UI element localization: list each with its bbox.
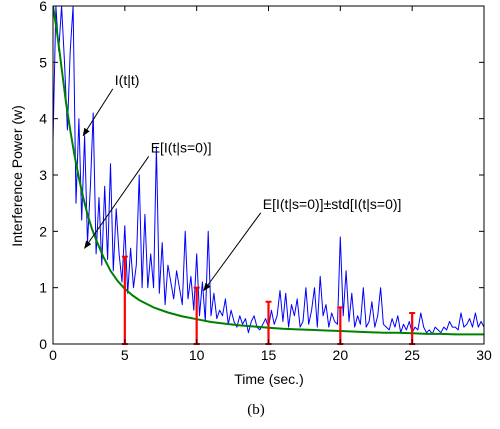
x-tick-label: 25 [404,347,420,363]
x-tick-label: 15 [261,347,277,363]
y-tick-label: 5 [39,54,47,70]
series-layer [53,6,484,336]
annotation-layer: I(t|t) E[I(t|s=0)] E[I(t|s=0)]±std[I(t|s=0… [82,72,402,292]
figure-caption: (b) [247,402,265,418]
annotation-label: I(t|t) [115,72,140,88]
annotation: E[I(t|s=0)]±std[I(t|s=0)] [203,196,402,292]
annotation-arrow [84,156,150,249]
y-tick-label: 4 [39,111,47,127]
annotation: E[I(t|s=0)] [84,139,212,249]
series-line-2 [53,6,484,336]
axes-layer: 0 5 10 15 20 25 30 0 1 2 3 4 5 6 [39,0,492,363]
annotation-label: E[I(t|s=0)]±std[I(t|s=0)] [263,196,402,212]
y-tick-label: 1 [39,280,47,296]
y-axis-label: Interference Power (w) [9,105,25,247]
x-tick-label: 10 [189,347,205,363]
x-tick-label: 0 [49,347,57,363]
x-tick-label: 20 [333,347,349,363]
series-line-1 [53,6,484,335]
y-tick-label: 6 [39,0,47,14]
y-tick-label: 2 [39,223,47,239]
x-tick-label: 30 [476,347,492,363]
annotation-arrow [82,88,114,137]
axes-box [52,5,485,345]
y-tick-label: 3 [39,167,47,183]
error-bar [265,300,272,345]
annotation: I(t|t) [82,72,140,137]
x-tick-label: 5 [121,347,129,363]
x-axis-label: Time (sec.) [234,371,303,387]
annotation-arrow [203,212,262,292]
y-tick-label: 0 [39,336,47,352]
annotation-label: E[I(t|s=0)] [151,139,212,155]
